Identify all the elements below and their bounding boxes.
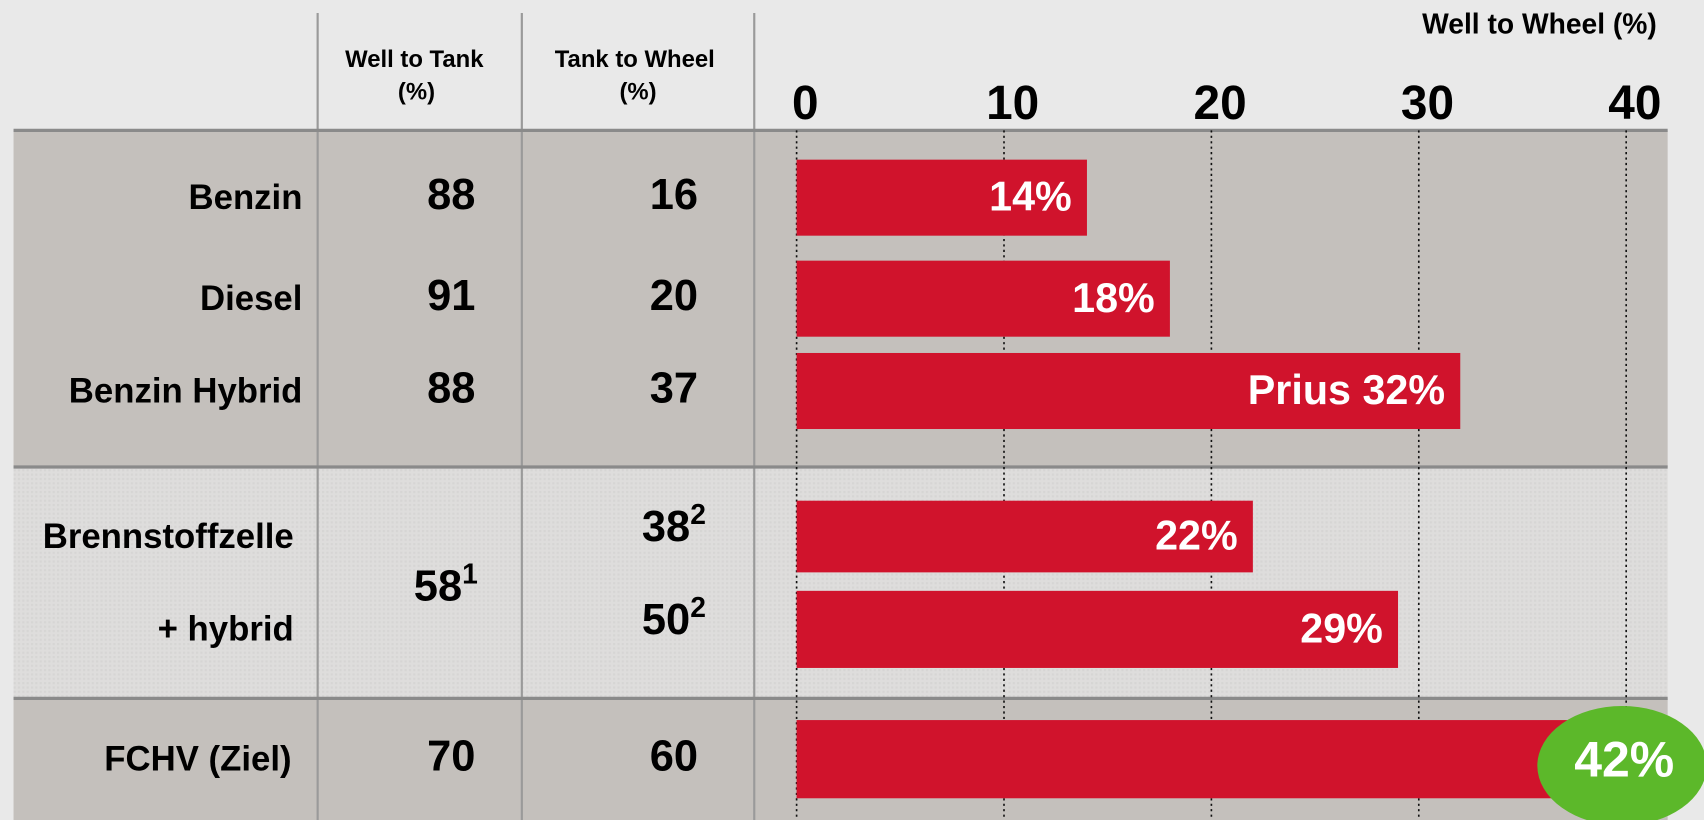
x-tick-label: 30 — [1401, 77, 1454, 130]
cell: 88 — [427, 364, 475, 412]
cell: 382 — [642, 498, 706, 551]
row-label: + hybrid — [158, 611, 294, 649]
row-label: Diesel — [200, 280, 302, 318]
x-tick-label: 20 — [1194, 77, 1247, 130]
row-label: Benzin Hybrid — [69, 372, 303, 410]
cell: 16 — [650, 171, 698, 219]
footnote: 2 — [690, 498, 706, 530]
chart-title: Well to Wheel (%) — [1422, 8, 1657, 40]
header: Tank to Wheel — [555, 46, 715, 73]
cell: 581 — [414, 558, 478, 611]
row-label: Brennstoffzelle — [43, 518, 294, 556]
x-tick-label: 40 — [1608, 77, 1661, 130]
header: (%) — [619, 79, 656, 106]
x-tick-label: 0 — [792, 77, 819, 130]
value-label: 42% — [1574, 732, 1674, 788]
cell: 88 — [427, 171, 475, 219]
cell: 60 — [650, 733, 698, 781]
bar — [796, 590, 1399, 668]
value-label: Prius 32% — [1248, 367, 1445, 413]
marks: 14% 18% Prius 32% 22% 29% 42% — [796, 159, 1704, 820]
footnote: 1 — [462, 558, 478, 590]
cell: 91 — [427, 272, 475, 320]
footnote: 2 — [690, 591, 706, 623]
cell: 37 — [650, 364, 698, 412]
bar — [796, 352, 1461, 430]
row-label: Benzin — [189, 179, 303, 217]
column-lines — [316, 13, 756, 820]
bar — [796, 159, 1087, 236]
cell-value: 58 — [414, 563, 462, 611]
cell: 502 — [642, 591, 706, 644]
value-label: 29% — [1300, 605, 1383, 651]
bar — [796, 260, 1170, 337]
header: Well to Tank — [345, 46, 484, 73]
cell: 20 — [650, 272, 698, 320]
x-tick-label: 10 — [986, 77, 1039, 130]
bar — [796, 720, 1668, 799]
value-label: 22% — [1155, 513, 1238, 559]
cell: 70 — [427, 733, 475, 781]
value-label: 18% — [1072, 275, 1155, 321]
header: (%) — [398, 79, 435, 106]
badge — [1537, 705, 1704, 820]
row-lines — [13, 128, 1668, 700]
grid — [795, 130, 1627, 820]
row-label: FCHV (Ziel) — [104, 741, 291, 779]
cell-value: 38 — [642, 503, 690, 551]
value-label: 14% — [989, 174, 1072, 220]
cell-value: 50 — [642, 596, 690, 644]
bar — [796, 500, 1253, 573]
